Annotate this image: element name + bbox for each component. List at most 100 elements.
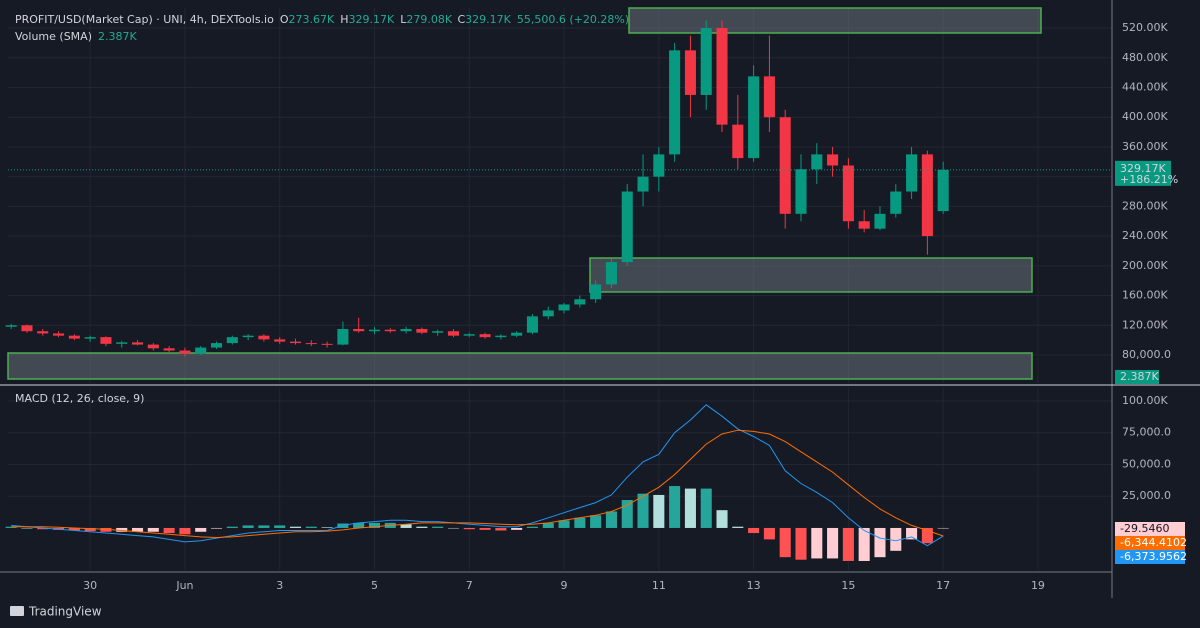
- candle-body: [605, 262, 617, 285]
- y-tick-label: 440.00K: [1122, 81, 1168, 94]
- candle-body: [858, 221, 870, 229]
- histogram-bar: [68, 527, 80, 531]
- x-tick-label: 9: [561, 579, 568, 592]
- candle-body: [890, 191, 902, 214]
- candle-body: [179, 350, 191, 354]
- histogram-bar: [258, 525, 270, 528]
- candle-body: [195, 347, 207, 354]
- histogram-bar: [147, 527, 159, 532]
- candle-body: [289, 341, 302, 344]
- y-tick-label: 100.00K: [1122, 394, 1168, 407]
- ohlc-value: 329.17K: [465, 13, 511, 26]
- x-tick-label: 13: [747, 579, 761, 592]
- volume-label: Volume (SMA): [15, 30, 92, 43]
- y-tick-label: 240.00K: [1122, 229, 1168, 242]
- y-tick-label: 280.00K: [1122, 199, 1168, 212]
- y-tick-label: 480.00K: [1122, 51, 1168, 64]
- histogram-bar: [637, 493, 649, 528]
- y-tick-label: 200.00K: [1122, 259, 1168, 272]
- histogram-bar: [653, 494, 665, 528]
- last-price-label: 329.17K: [1120, 162, 1166, 175]
- ohlc-value: 329.17K: [349, 13, 395, 26]
- histogram-bar: [621, 500, 633, 528]
- histogram-bar: [289, 526, 302, 528]
- brand: TradingView: [10, 605, 102, 619]
- grid: [8, 8, 1112, 570]
- candle-body: [258, 335, 270, 340]
- candle-body: [21, 325, 33, 332]
- candle-body: [353, 328, 365, 332]
- candle-body: [542, 310, 554, 317]
- marks: [5, 20, 1112, 561]
- histogram-bar: [684, 488, 696, 528]
- candle-body: [37, 331, 49, 334]
- histogram-bar: [305, 526, 317, 528]
- volume-badge-label: 2.387K: [1120, 370, 1159, 383]
- candle-body: [811, 154, 823, 170]
- candle-body: [147, 344, 159, 349]
- zone: [589, 257, 1033, 293]
- candle-body: [874, 213, 886, 229]
- histogram-bar: [921, 527, 933, 544]
- candle-body: [669, 50, 681, 155]
- last-price-badge: [1115, 160, 1171, 186]
- candle-body: [384, 329, 396, 332]
- histogram-bar: [511, 527, 523, 530]
- ohlc-value: 279.08K: [406, 13, 452, 26]
- candle-body: [795, 169, 807, 214]
- histogram-bar: [463, 527, 475, 530]
- histogram-bar: [368, 522, 381, 528]
- volume-badge: [1115, 370, 1159, 384]
- histogram-bar: [416, 526, 428, 528]
- histogram-bar: [858, 527, 870, 561]
- histogram-bar: [700, 488, 712, 528]
- value-badge: [1115, 536, 1185, 550]
- ohlc-value: 273.67K: [289, 13, 335, 26]
- candle-body: [447, 331, 459, 336]
- candle-body: [906, 154, 918, 192]
- histogram-bar: [874, 527, 886, 558]
- x-tick-label: 7: [466, 579, 473, 592]
- zone: [628, 7, 1042, 34]
- candle-body: [368, 329, 381, 332]
- y-tick-label: 120.00K: [1122, 318, 1168, 331]
- histogram-bar: [274, 525, 286, 528]
- histogram-bar: [574, 517, 586, 528]
- histogram-bar: [447, 527, 459, 529]
- histogram-bar: [748, 527, 760, 534]
- histogram-bar: [353, 522, 365, 528]
- histogram-bar: [432, 526, 444, 528]
- histogram-bar: [37, 527, 49, 530]
- candle-body: [242, 335, 254, 338]
- histogram-bar: [195, 527, 207, 532]
- candle-body: [479, 334, 491, 338]
- change: 55,500.6 (+20.28%): [517, 13, 629, 26]
- x-tick-label: 5: [371, 579, 378, 592]
- histogram-bar: [321, 527, 333, 528]
- y-tick-label: 160.00K: [1122, 289, 1168, 302]
- macd-line: [11, 404, 944, 547]
- value-badge-label: -6,373.9562: [1120, 550, 1187, 563]
- candle-body: [5, 325, 17, 327]
- value-badge: [1115, 550, 1185, 564]
- candle-body: [68, 335, 80, 339]
- macd-title: MACD (12, 26, close, 9): [15, 392, 144, 405]
- candle-body: [842, 165, 854, 222]
- y-tick-label: 400.00K: [1122, 110, 1168, 123]
- y-tick-label: 25,000.0: [1122, 489, 1171, 502]
- y-tick-label: 75,000.0: [1122, 426, 1171, 439]
- candle-body: [495, 335, 507, 338]
- histogram-bar: [811, 527, 823, 559]
- histogram-bar: [827, 527, 839, 559]
- value-badge-label: -6,344.4102: [1120, 536, 1187, 549]
- candle-body: [637, 176, 649, 192]
- value-badge: [1115, 522, 1185, 536]
- last-change-label: +186.21%: [1120, 173, 1178, 186]
- candle-body: [921, 154, 933, 237]
- candle-body: [274, 339, 286, 342]
- candle-body: [100, 337, 112, 344]
- ohlc-key: L: [400, 13, 407, 26]
- candle-body: [763, 76, 775, 118]
- y-tick-label: 520.00K: [1122, 21, 1168, 34]
